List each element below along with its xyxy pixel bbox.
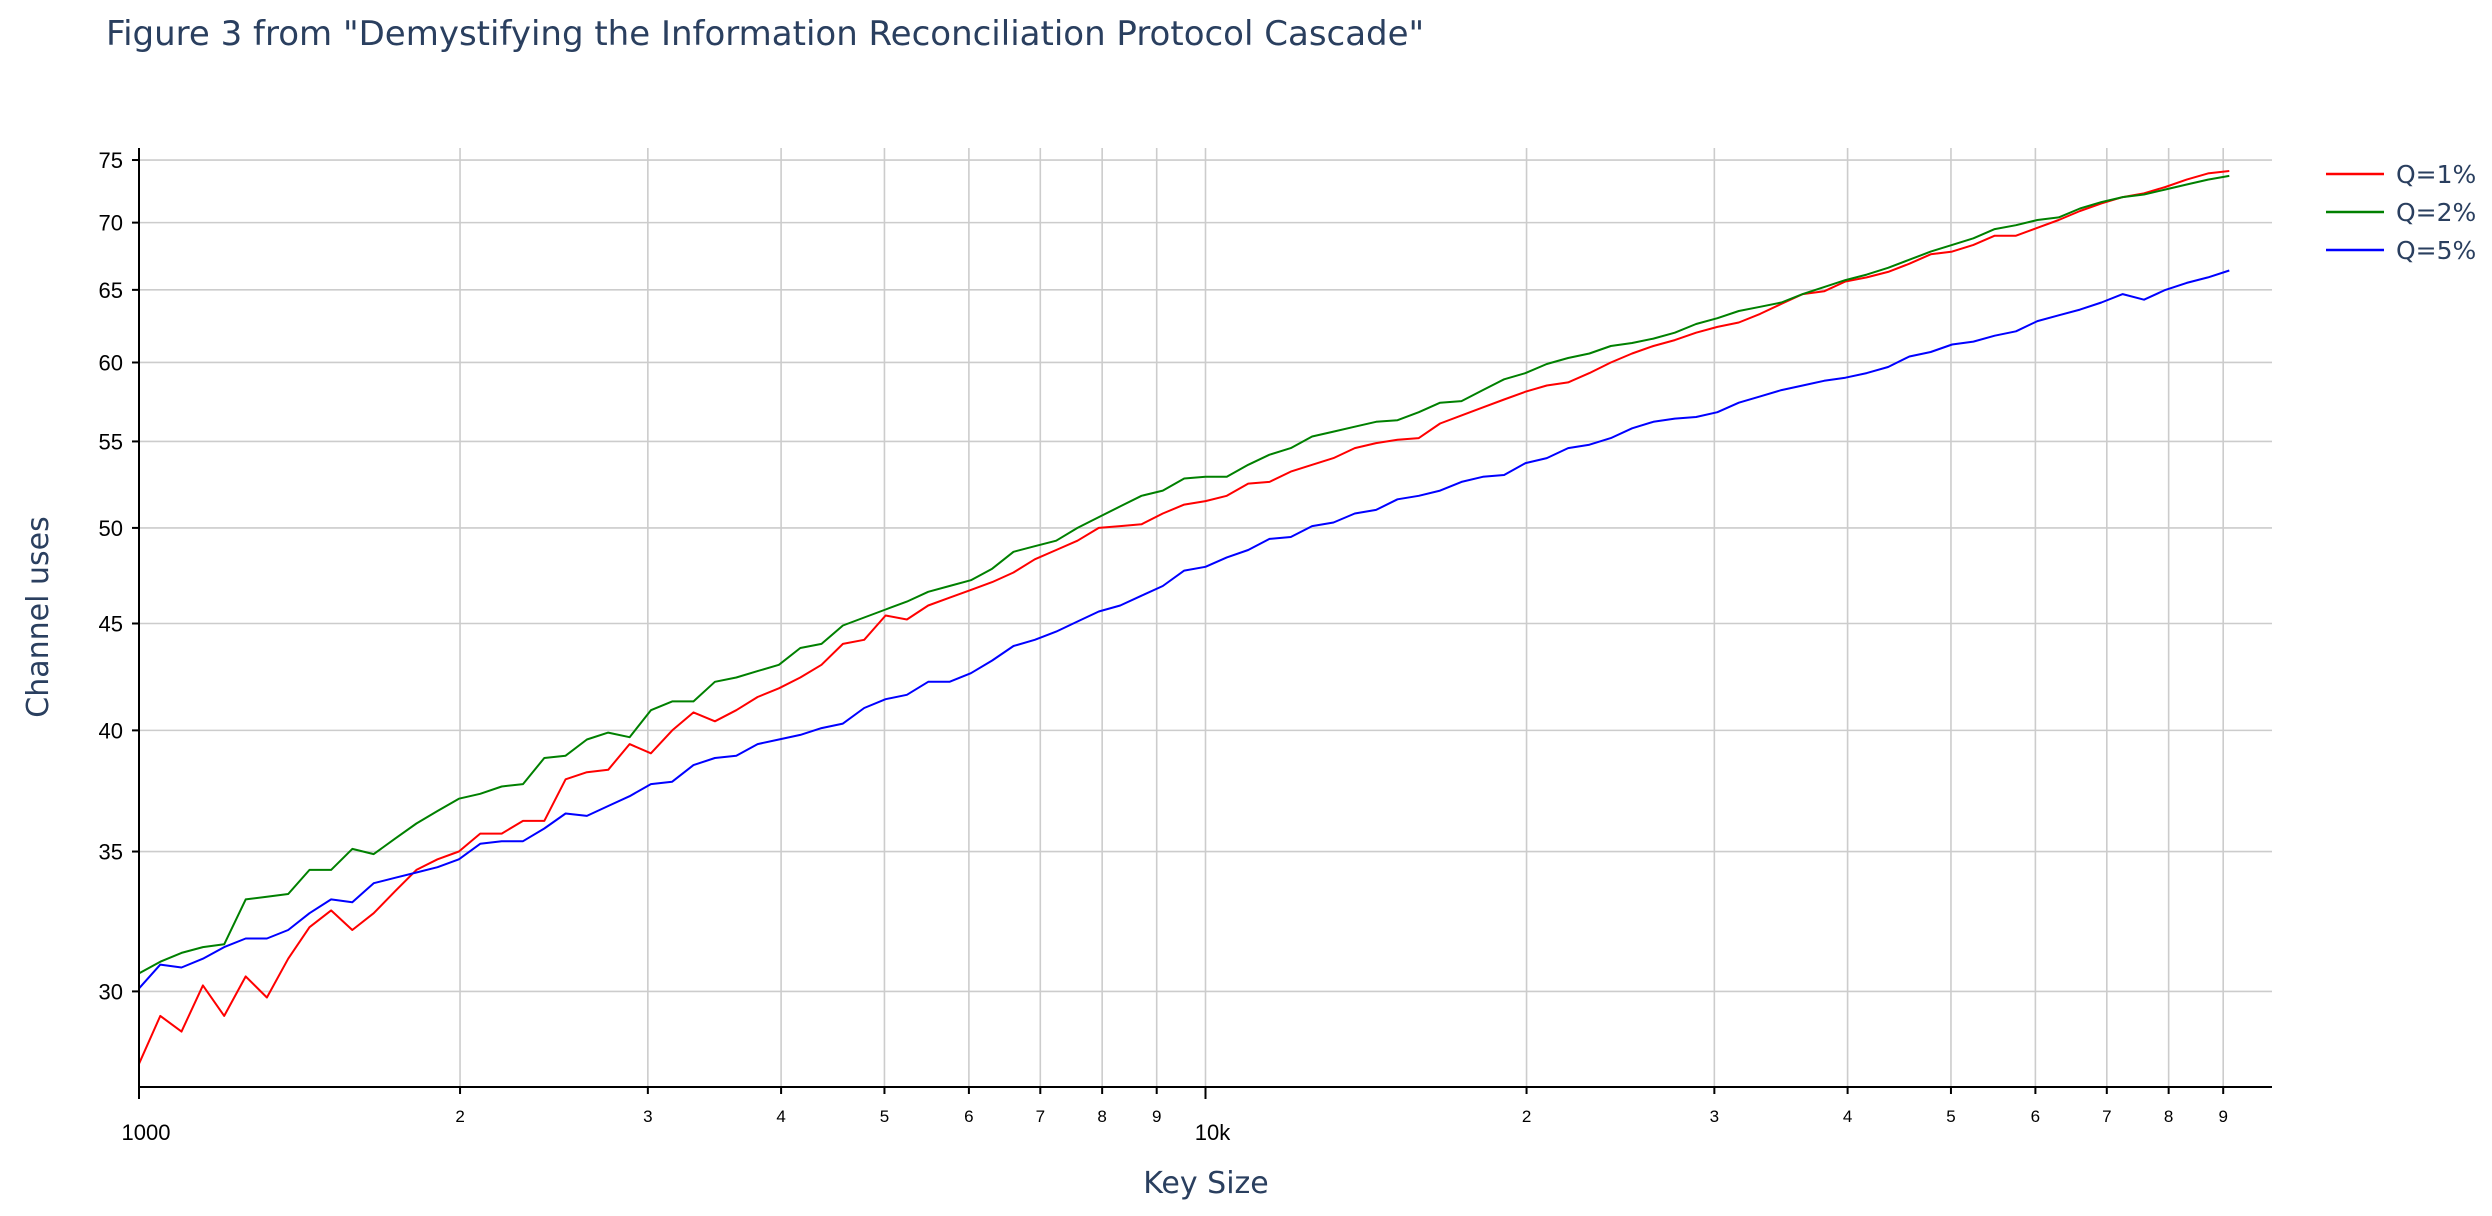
series-line-3 (138, 269, 2230, 990)
legend-label: Q=5% (2396, 236, 2476, 265)
x-minor-tick-label: 4 (776, 1107, 785, 1126)
legend-item[interactable]: Q=5% (2326, 236, 2476, 265)
x-minor-tick-label: 7 (1036, 1107, 1045, 1126)
y-tick-label: 60 (99, 350, 123, 375)
legend-label: Q=1% (2396, 160, 2476, 189)
x-major-tick-label: 1000 (122, 1120, 171, 1145)
legend-item[interactable]: Q=1% (2326, 160, 2476, 189)
grid (138, 148, 2272, 1087)
y-tick-label: 35 (99, 840, 123, 865)
legend-item[interactable]: Q=2% (2326, 198, 2476, 227)
x-minor-tick-label: 8 (1097, 1107, 1106, 1126)
y-axis-title: Channel uses (21, 516, 56, 717)
y-tick-label: 40 (99, 718, 123, 743)
series-line-2 (138, 174, 2230, 975)
x-minor-tick-label: 9 (1152, 1107, 1161, 1126)
y-tick-label: 45 (99, 612, 123, 637)
x-minor-tick-label: 4 (1843, 1107, 1852, 1126)
x-minor-tick-label: 5 (1946, 1107, 1955, 1126)
x-minor-tick-label: 3 (1710, 1107, 1719, 1126)
x-minor-tick-label: 3 (643, 1107, 652, 1126)
x-minor-tick-label: 5 (880, 1107, 889, 1126)
y-tick-label: 50 (99, 516, 123, 541)
x-axis-ticks: 2 3 4 5 6 7 8 9 2 3 4 5 6 7 8 9 1000 10k (122, 1087, 2228, 1145)
y-tick-label: 65 (99, 278, 123, 303)
y-axis-ticks: 30 35 40 45 50 55 60 65 70 75 (99, 148, 139, 1004)
y-tick-label: 30 (99, 979, 123, 1004)
y-tick-label: 75 (99, 148, 123, 173)
chart-title: Figure 3 from "Demystifying the Informat… (106, 14, 1424, 54)
x-minor-tick-label: 8 (2164, 1107, 2173, 1126)
legend-label: Q=2% (2396, 198, 2476, 227)
x-major-tick-label: 10k (1195, 1120, 1231, 1145)
x-minor-tick-label: 2 (455, 1107, 464, 1126)
x-axis-title: Key Size (1143, 1166, 1269, 1201)
series-line-1 (138, 170, 2230, 1065)
x-minor-tick-label: 6 (2031, 1107, 2040, 1126)
y-tick-label: 55 (99, 429, 123, 454)
y-tick-label: 70 (99, 211, 123, 236)
x-minor-tick-label: 7 (2102, 1107, 2111, 1126)
x-minor-tick-label: 2 (1522, 1107, 1531, 1126)
x-minor-tick-label: 6 (964, 1107, 973, 1126)
plot-area (138, 170, 2230, 1065)
x-minor-tick-label: 9 (2218, 1107, 2227, 1126)
legend[interactable]: Q=1% Q=2% Q=5% (2326, 160, 2476, 265)
